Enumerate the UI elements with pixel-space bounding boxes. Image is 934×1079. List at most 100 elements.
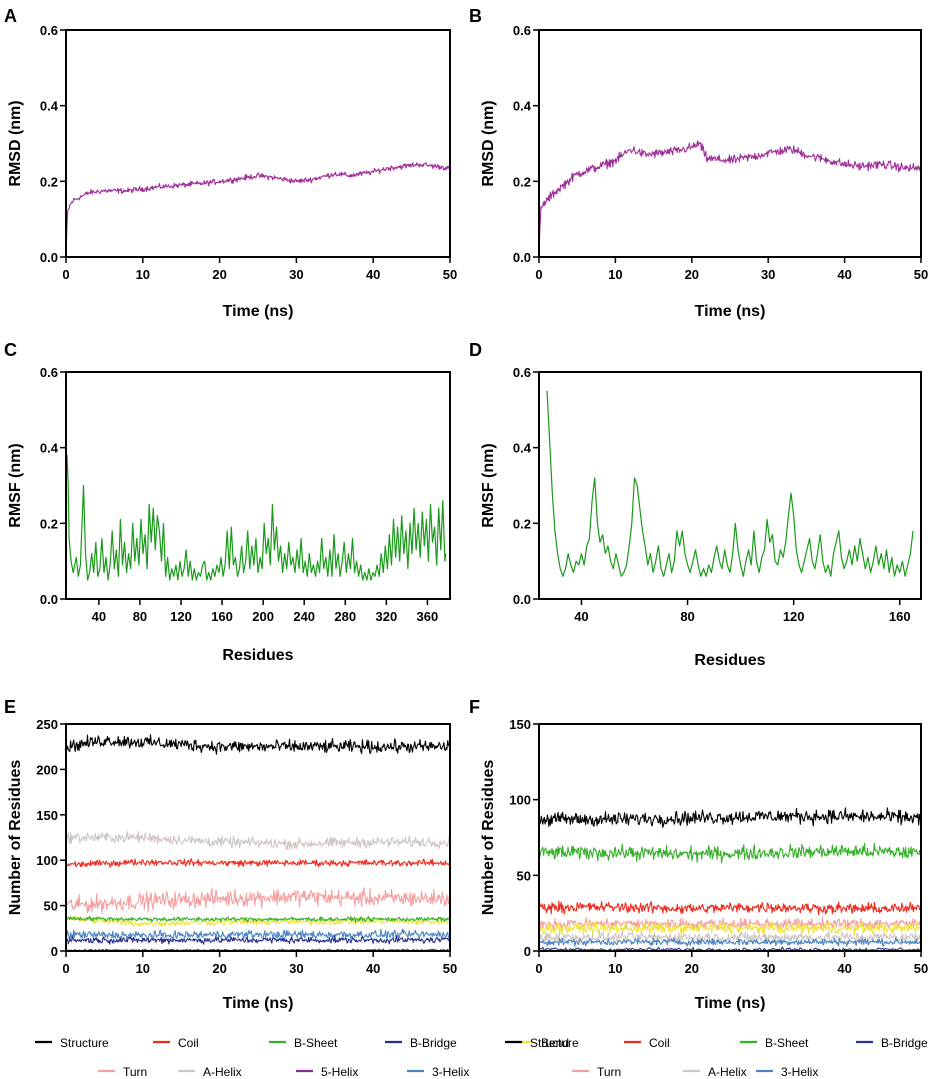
x-axis-title: Time (ns) bbox=[695, 303, 766, 320]
y-axis-title: Number of Residues bbox=[7, 760, 24, 916]
legend-label: B-Sheet bbox=[765, 1036, 809, 1050]
legend-label: Coil bbox=[649, 1036, 670, 1050]
y-tick-label: 0.2 bbox=[40, 516, 58, 531]
x-tick-label: 20 bbox=[212, 961, 226, 976]
plot-frame bbox=[538, 29, 922, 258]
x-tick-label: 0 bbox=[535, 961, 542, 976]
x-axis-title: Time (ns) bbox=[695, 995, 766, 1012]
y-tick-label: 0 bbox=[524, 944, 531, 959]
x-tick-label: 40 bbox=[366, 961, 380, 976]
panel-b: B 0 10 20 30 40 50 0.0 0.2 0.4 0.6 Time (ns) RMSD (n… bbox=[469, 6, 928, 320]
legend-label: Turn bbox=[123, 1065, 147, 1079]
legend: Structure Coil B-Sheet B-Bridge Bend Turn A-He… bbox=[505, 1036, 928, 1079]
y-tick-label: 0.6 bbox=[40, 23, 58, 38]
x-tick-label: 10 bbox=[136, 961, 150, 976]
y-tick-label: 100 bbox=[36, 853, 58, 868]
panel-letter: C bbox=[4, 340, 17, 360]
x-tick-label: 160 bbox=[889, 609, 911, 624]
plot-frame bbox=[65, 723, 451, 952]
y-tick-label: 0.6 bbox=[513, 365, 531, 380]
y-tick-label: 0.2 bbox=[513, 516, 531, 531]
x-tick-label: 10 bbox=[136, 267, 150, 282]
series-line-3-helix bbox=[539, 937, 921, 947]
y-tick-label: 0.6 bbox=[40, 365, 58, 380]
series-line-bend bbox=[66, 915, 450, 927]
series-line-bend bbox=[539, 921, 921, 937]
panel-a: A 0 10 20 30 40 50 0.0 0.2 0.4 0.6 Time (ns) RMSD (n… bbox=[4, 6, 457, 320]
y-tick-label: 0.0 bbox=[40, 250, 58, 265]
y-tick-label: 0.2 bbox=[513, 174, 531, 189]
series-line-b-sheet bbox=[539, 842, 921, 864]
panel-e: E 0 10 20 30 40 50 0 50 100 150 200 250 Time (ns) Numb… bbox=[4, 697, 569, 1079]
x-tick-label: 160 bbox=[211, 609, 233, 624]
x-tick-label: 360 bbox=[417, 609, 439, 624]
series-group bbox=[539, 140, 921, 257]
x-tick-label: 0 bbox=[62, 961, 69, 976]
x-tick-label: 40 bbox=[837, 961, 851, 976]
panel-letter: D bbox=[469, 340, 482, 360]
series-line-rmsd bbox=[66, 162, 450, 257]
x-axis-title: Residues bbox=[222, 647, 293, 664]
y-tick-label: 0.4 bbox=[513, 99, 532, 114]
x-tick-label: 30 bbox=[289, 267, 303, 282]
x-tick-label: 80 bbox=[680, 609, 694, 624]
plot-frame bbox=[65, 29, 451, 258]
y-tick-label: 0.2 bbox=[40, 174, 58, 189]
panel-letter: B bbox=[469, 6, 482, 26]
y-tick-label: 0.6 bbox=[513, 23, 531, 38]
x-tick-label: 30 bbox=[761, 961, 775, 976]
x-tick-label: 50 bbox=[914, 267, 928, 282]
legend-label: Structure bbox=[60, 1036, 109, 1050]
x-tick-label: 320 bbox=[375, 609, 397, 624]
legend-label: Turn bbox=[597, 1065, 621, 1079]
legend-label: A-Helix bbox=[708, 1065, 747, 1079]
y-tick-label: 0.0 bbox=[513, 250, 531, 265]
y-axis-title: RMSD (nm) bbox=[480, 100, 497, 186]
x-tick-label: 10 bbox=[608, 961, 622, 976]
series-line-rmsf bbox=[66, 454, 447, 581]
series-line-a-helix bbox=[66, 831, 450, 851]
y-tick-label: 0.0 bbox=[513, 592, 531, 607]
series-line-b-bridge bbox=[66, 935, 450, 945]
x-tick-label: 120 bbox=[783, 609, 805, 624]
x-tick-label: 30 bbox=[761, 267, 775, 282]
series-group bbox=[66, 454, 447, 581]
legend-label: Bend bbox=[541, 1036, 569, 1050]
panel-f: F 0 10 20 30 40 50 0 50 100 150 Time (ns) Number of … bbox=[469, 697, 928, 1079]
series-group bbox=[539, 807, 921, 951]
legend-label: 3-Helix bbox=[781, 1065, 818, 1079]
x-axis-title: Time (ns) bbox=[223, 303, 294, 320]
x-tick-label: 40 bbox=[574, 609, 588, 624]
y-tick-label: 150 bbox=[509, 717, 531, 732]
series-group bbox=[66, 162, 450, 257]
plot-frame bbox=[65, 371, 451, 600]
legend-label: B-Bridge bbox=[410, 1036, 457, 1050]
x-tick-label: 0 bbox=[62, 267, 69, 282]
y-tick-label: 0.0 bbox=[40, 592, 58, 607]
x-tick-label: 40 bbox=[366, 267, 380, 282]
legend-label: A-Helix bbox=[203, 1065, 242, 1079]
y-tick-label: 250 bbox=[36, 717, 58, 732]
x-tick-label: 240 bbox=[293, 609, 315, 624]
y-tick-label: 100 bbox=[509, 793, 531, 808]
panel-letter: E bbox=[4, 697, 16, 717]
plot-frame bbox=[538, 723, 922, 952]
y-tick-label: 0 bbox=[51, 944, 58, 959]
y-tick-label: 50 bbox=[517, 868, 531, 883]
series-line-coil bbox=[539, 900, 921, 916]
y-tick-label: 50 bbox=[44, 899, 58, 914]
legend: Structure Coil B-Sheet B-Bridge Bend Turn A-He… bbox=[35, 1036, 569, 1079]
legend-label: B-Bridge bbox=[881, 1036, 928, 1050]
legend-label: 5-Helix bbox=[321, 1065, 358, 1079]
series-line-a-helix bbox=[539, 930, 921, 945]
y-tick-label: 150 bbox=[36, 808, 58, 823]
series-line-structure bbox=[66, 734, 450, 755]
series-line-b-sheet bbox=[66, 915, 450, 923]
panel-d: D 40 80 120 160 0.0 0.2 0.4 0.6 Residues RMSF (nm) bbox=[469, 340, 922, 669]
x-tick-label: 20 bbox=[685, 961, 699, 976]
x-tick-label: 20 bbox=[212, 267, 226, 282]
series-line-3-helix bbox=[66, 928, 450, 942]
x-tick-label: 0 bbox=[535, 267, 542, 282]
y-axis-title: Number of Residues bbox=[480, 760, 497, 916]
panel-letter: A bbox=[4, 6, 17, 26]
